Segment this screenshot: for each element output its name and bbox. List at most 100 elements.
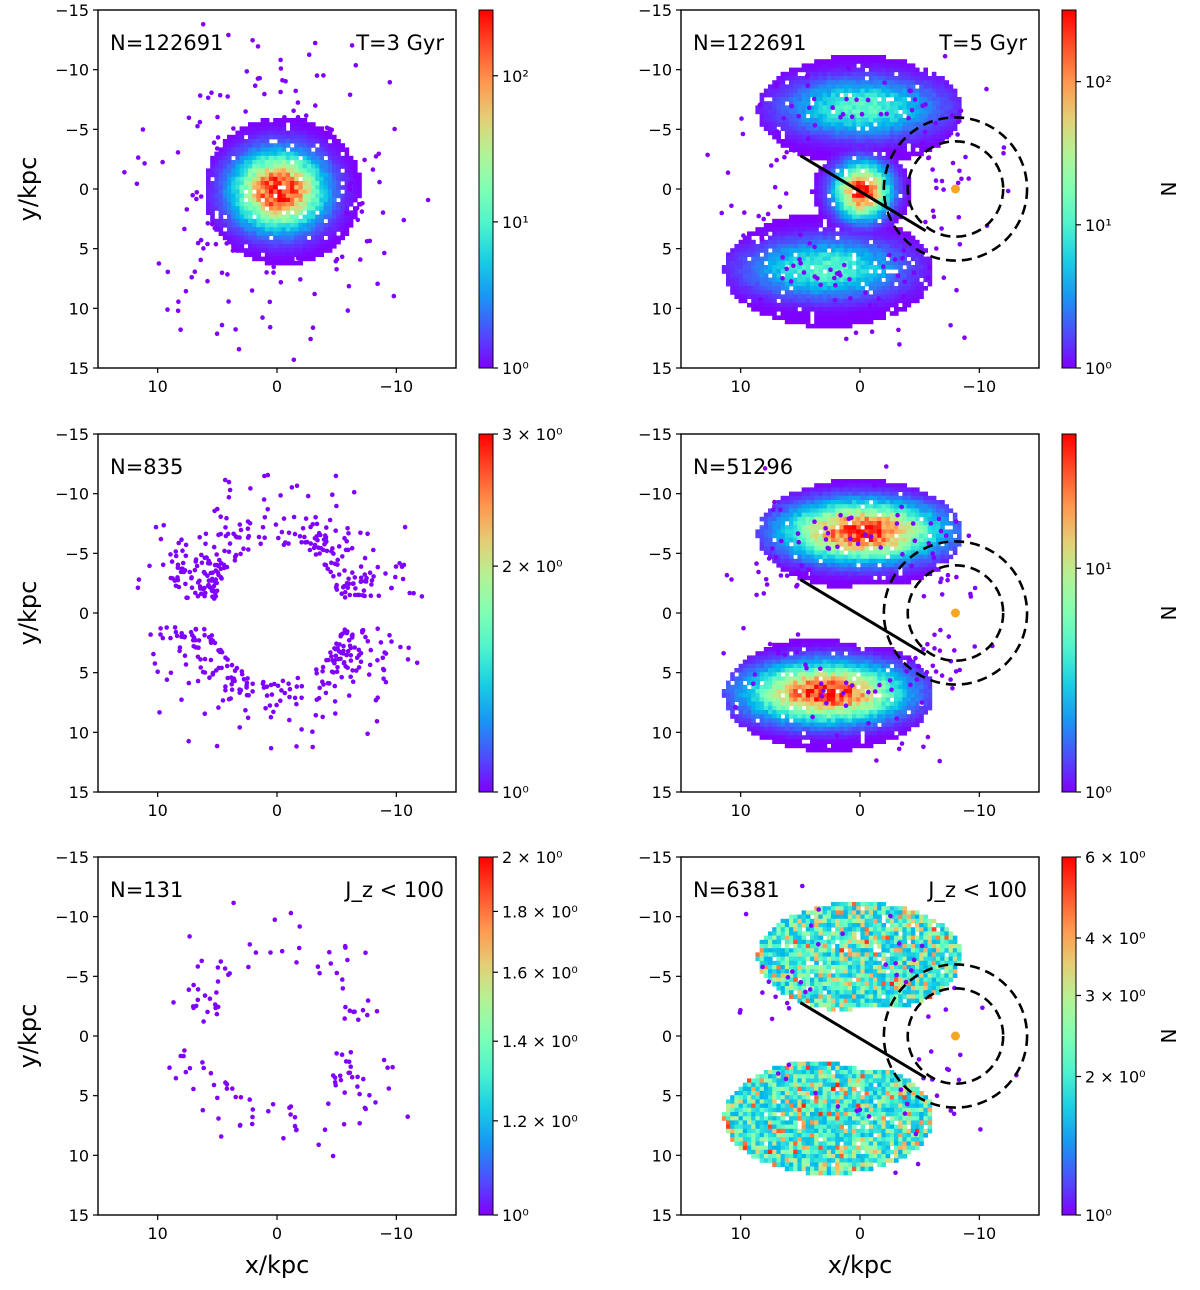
hexbin-cell <box>772 512 777 518</box>
hexbin-cell <box>814 139 819 144</box>
hexbin-cell <box>915 118 920 123</box>
hexbin-cell <box>340 185 345 190</box>
hexbin-cell <box>868 185 874 190</box>
hexbin-cell <box>881 558 886 564</box>
hexbin-cell <box>315 139 320 144</box>
hexbin-cell <box>256 160 261 165</box>
hexbin-cell <box>835 147 840 152</box>
hexbin-cell <box>780 533 786 539</box>
time-label: T=3 Gyr <box>355 31 444 55</box>
hexbin-cell <box>315 248 320 253</box>
hexbin-cell <box>860 105 865 110</box>
hexbin-cell <box>889 235 895 241</box>
hexbin-cell <box>797 273 802 278</box>
scatter-point <box>208 638 214 644</box>
hexbin-cell <box>902 307 907 312</box>
hexbin-cell <box>860 495 865 501</box>
hexbin-cell <box>822 109 828 115</box>
hexbin-cell <box>822 529 828 534</box>
hexbin-cell <box>273 189 278 194</box>
scatter-point <box>812 274 817 279</box>
hexbin-cell <box>818 71 823 77</box>
hexbin-cell <box>898 512 903 518</box>
scatter-point <box>244 69 250 74</box>
scatter-point <box>287 686 293 692</box>
hexbin-cell <box>856 286 861 291</box>
hexbin-cell <box>763 537 769 543</box>
hexbin-cell <box>873 567 878 572</box>
hexbin-cell <box>801 491 807 497</box>
scatter-point <box>287 694 292 700</box>
hexbin-cell <box>856 525 861 530</box>
hexbin-cell <box>256 130 261 136</box>
hexbin-cell <box>763 286 769 291</box>
hexbin-cell <box>348 197 354 203</box>
hexbin-cell <box>885 290 891 295</box>
hexbin-cell <box>814 546 819 551</box>
hexbin-cell <box>327 185 333 190</box>
hexbin-cell <box>742 248 748 253</box>
hexbin-cell <box>864 491 870 497</box>
scatter-point <box>865 97 871 103</box>
scatter-point <box>352 575 358 580</box>
hexbin-cell <box>843 59 849 64</box>
scatter-point <box>260 525 266 530</box>
hexbin-cell <box>902 525 907 530</box>
hexbin-cell <box>340 176 345 182</box>
scatter-point <box>211 544 217 550</box>
hexbin-cell <box>889 554 895 560</box>
hexbin-cell <box>894 550 899 555</box>
hexbin-cell <box>801 495 807 501</box>
hexbin-cell <box>805 323 811 329</box>
scatter-point <box>164 677 170 682</box>
hexbin-cell <box>306 248 312 253</box>
hexbin-cell <box>793 239 798 245</box>
hexbin-cell <box>906 546 912 551</box>
hexbin-cell <box>948 92 954 98</box>
count-label: N=835 <box>110 455 183 479</box>
hexbin-cell <box>784 533 790 539</box>
scatter-point <box>783 191 789 196</box>
hexbin-cell <box>227 239 232 245</box>
hexbin-cell <box>885 122 891 127</box>
hexbin-cell <box>357 176 362 182</box>
hexbin-cell <box>269 134 274 140</box>
scatter-point <box>339 254 345 260</box>
hexbin-cell <box>239 143 245 148</box>
hexbin-cell <box>868 256 874 262</box>
hexbin-cell <box>952 122 958 127</box>
scatter-point <box>250 689 255 694</box>
hexbin-cell <box>818 550 823 555</box>
hexbin-cell <box>243 210 249 215</box>
hexbin-cell <box>906 298 912 304</box>
hexbin-cell <box>755 244 760 249</box>
hexbin-cell <box>239 176 245 182</box>
hexbin-cell <box>906 109 912 115</box>
hexbin-cell <box>256 227 261 232</box>
hexbin-cell <box>885 126 891 131</box>
colorbar-tick-label: 10¹ <box>1085 216 1112 235</box>
scatter-point <box>784 149 789 155</box>
hexbin-cell <box>885 214 891 220</box>
hexbin-cell <box>864 164 870 169</box>
time-label: T=5 Gyr <box>938 31 1027 55</box>
hexbin-cell <box>822 323 828 329</box>
scatter-point <box>361 588 367 593</box>
hexbin-cell <box>780 269 786 274</box>
hexbin-cell <box>919 550 924 555</box>
hexbin-cell <box>784 269 790 274</box>
scatter-point <box>930 208 936 214</box>
hexbin-cell <box>264 168 270 173</box>
hexbin-cell <box>776 260 781 266</box>
hexbin-cell <box>776 281 781 287</box>
scatter-point <box>276 535 281 541</box>
hexbin-cell <box>235 176 240 182</box>
hexbin-cell <box>902 206 907 211</box>
hexbin-cell <box>214 218 219 224</box>
hexbin-cell <box>856 71 861 77</box>
hexbin-cell <box>818 235 823 241</box>
hexbin-cell <box>877 206 882 211</box>
scatter-point <box>213 594 219 599</box>
hexbin-cell <box>801 214 807 220</box>
hexbin-cell <box>860 311 865 316</box>
